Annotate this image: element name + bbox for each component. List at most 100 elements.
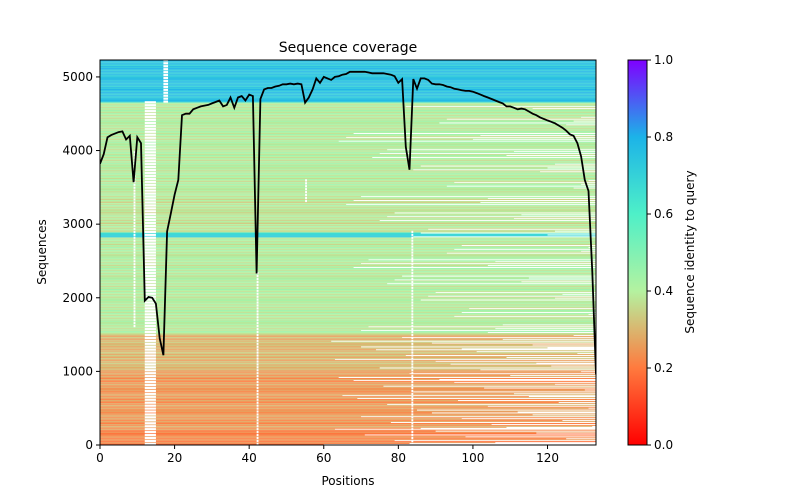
heatmap-row (100, 174, 596, 176)
heatmap-row (100, 213, 596, 215)
heatmap-row (100, 172, 596, 174)
heatmap-row (100, 223, 596, 225)
coverage-gap (133, 319, 136, 322)
coverage-gap (144, 372, 156, 375)
coverage-gap (133, 254, 136, 257)
colorbar-tick-label: 1.0 (654, 53, 673, 67)
coverage-gap (144, 260, 156, 263)
heatmap-row (100, 260, 596, 262)
heatmap-row (100, 234, 548, 236)
heatmap-row (100, 83, 596, 85)
coverage-gap (144, 342, 156, 345)
coverage-gap (411, 298, 414, 301)
heatmap-row (100, 253, 596, 255)
coverage-gap (411, 375, 414, 378)
coverage-gap (133, 151, 136, 154)
heatmap-row (100, 398, 358, 400)
coverage-gap (144, 316, 156, 319)
coverage-gap (411, 236, 414, 239)
heatmap-row (100, 136, 347, 138)
coverage-gap (144, 283, 156, 286)
heatmap-row (100, 330, 362, 332)
heatmap-row (100, 374, 596, 376)
heatmap-row (100, 111, 596, 113)
heatmap-row (100, 74, 596, 76)
heatmap-row (100, 144, 596, 146)
heatmap-row (100, 203, 347, 205)
heatmap-row (100, 350, 596, 352)
heatmap-row (100, 322, 596, 324)
coverage-gap (163, 94, 169, 97)
coverage-gap (133, 289, 136, 292)
heatmap-row (100, 160, 596, 162)
heatmap-row (100, 263, 362, 265)
heatmap-row (100, 131, 596, 133)
heatmap-row (100, 200, 596, 202)
heatmap-row (100, 337, 596, 339)
coverage-gap (133, 274, 136, 278)
coverage-gap (144, 183, 156, 186)
coverage-gap (133, 219, 136, 222)
coverage-gap (411, 269, 414, 272)
heatmap-row (100, 420, 563, 422)
heatmap-row (100, 75, 596, 77)
coverage-gap (411, 378, 414, 381)
heatmap-row (100, 402, 596, 404)
heatmap-row (100, 300, 596, 302)
heatmap-row (100, 212, 395, 214)
heatmap-row (100, 152, 596, 154)
heatmap-row (100, 405, 488, 407)
heatmap-row (100, 332, 488, 334)
coverage-gap (411, 386, 414, 390)
coverage-gap (144, 419, 156, 422)
coverage-gap (256, 436, 259, 440)
heatmap-row (100, 100, 596, 102)
coverage-gap (411, 242, 414, 245)
heatmap-row (100, 368, 596, 370)
heatmap-row (100, 64, 596, 66)
heatmap-row (100, 443, 410, 445)
heatmap-row (100, 317, 596, 319)
coverage-gap (133, 298, 136, 301)
coverage-gap (144, 160, 156, 163)
coverage-gap (133, 183, 136, 186)
coverage-gap (411, 230, 414, 233)
heatmap-row (100, 431, 596, 433)
coverage-gap (256, 289, 259, 292)
coverage-gap (256, 322, 259, 325)
coverage-gap (411, 369, 414, 372)
coverage-gap (163, 62, 169, 65)
coverage-gap (133, 233, 136, 236)
coverage-gap (133, 198, 136, 201)
coverage-gap (256, 410, 259, 413)
coverage-gap (144, 416, 156, 419)
coverage-gap (144, 413, 156, 416)
colorbar-tick-label: 0.2 (654, 361, 673, 375)
heatmap-row (100, 85, 596, 87)
heatmap-row (100, 421, 596, 423)
heatmap-row (100, 197, 596, 199)
heatmap-row (100, 91, 596, 93)
coverage-gap (144, 375, 156, 378)
coverage-gap (133, 322, 136, 325)
heatmap-row (100, 95, 596, 97)
coverage-gap (144, 292, 156, 295)
heatmap-row (100, 198, 488, 200)
coverage-gap (411, 277, 414, 281)
heatmap-row (100, 62, 596, 64)
heatmap-row (100, 290, 596, 292)
heatmap-row (100, 387, 485, 389)
heatmap-row (100, 239, 596, 241)
coverage-gap (163, 79, 169, 83)
heatmap-row (100, 66, 596, 68)
heatmap-row (100, 410, 596, 412)
heatmap-row (100, 396, 529, 398)
heatmap-row (100, 286, 596, 288)
coverage-gap (144, 130, 156, 133)
heatmap-row (100, 294, 596, 296)
heatmap-row (100, 196, 362, 198)
heatmap-row (100, 362, 537, 364)
coverage-gap (144, 104, 156, 107)
coverage-gap (144, 251, 156, 254)
